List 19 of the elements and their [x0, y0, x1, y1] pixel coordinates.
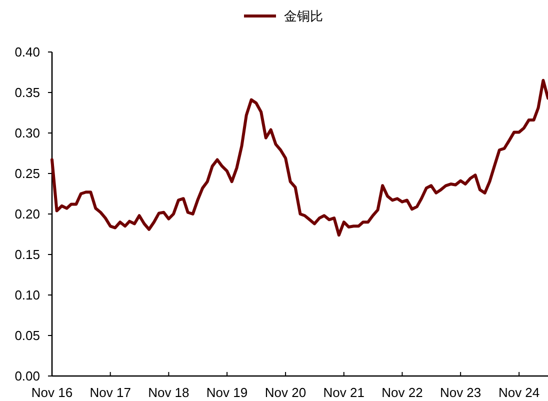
x-tick-label: Nov 23: [440, 385, 482, 400]
x-tick-label: Nov 19: [206, 385, 248, 400]
x-tick-label: Nov 22: [382, 385, 423, 400]
y-tick-label: 0.30: [14, 126, 40, 140]
y-tick-label: 0.20: [14, 206, 40, 222]
y-tick-label: 0.00: [14, 368, 40, 384]
y-tick-label: 0.10: [14, 288, 40, 302]
x-tick-label: Nov 24: [498, 385, 540, 400]
x-tick-label: Nov 18: [148, 385, 190, 400]
y-tick-label: 0.15: [14, 247, 40, 262]
legend-label: 金铜比: [284, 8, 323, 24]
x-tick-label: Nov 17: [90, 385, 131, 400]
x-tick-label: Nov 20: [264, 385, 306, 400]
y-tick-label: 0.35: [14, 85, 40, 100]
y-tick-label: 0.25: [14, 166, 40, 181]
x-tick-label: Nov 16: [31, 385, 73, 400]
y-tick-label: 0.40: [14, 44, 40, 60]
y-tick-label: 0.05: [14, 328, 40, 343]
x-tick-label: Nov 21: [323, 385, 364, 400]
